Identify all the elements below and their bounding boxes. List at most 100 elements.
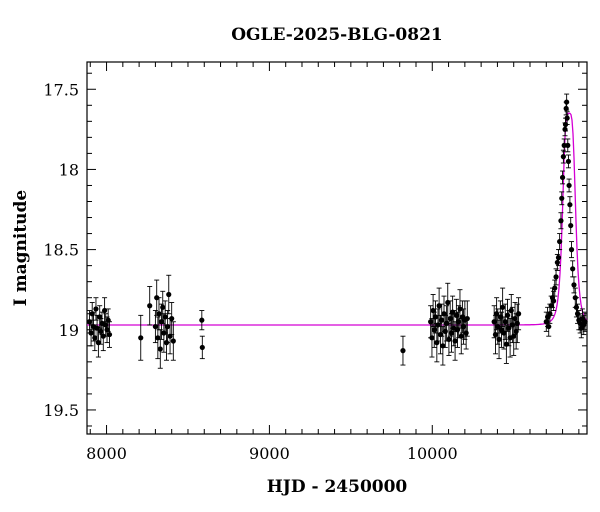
data-point — [497, 314, 503, 320]
data-point — [463, 330, 469, 336]
points-layer — [86, 99, 588, 354]
data-point — [147, 303, 153, 309]
data-point — [502, 319, 508, 325]
data-point — [570, 266, 576, 272]
data-point — [492, 331, 499, 338]
data-point — [464, 315, 470, 322]
data-point — [559, 195, 565, 201]
y-tick-label: 17.5 — [43, 80, 79, 99]
data-point — [199, 317, 205, 323]
data-point — [165, 323, 171, 330]
data-point — [95, 340, 102, 346]
data-point — [162, 314, 168, 320]
data-point — [564, 115, 570, 121]
data-point — [430, 307, 436, 314]
data-point — [564, 99, 570, 105]
data-point — [548, 303, 554, 309]
data-point — [434, 340, 440, 346]
data-point — [562, 126, 568, 132]
data-point — [562, 121, 569, 128]
data-point — [437, 331, 444, 338]
axis-ticks — [87, 62, 587, 434]
data-point — [555, 255, 562, 261]
data-point — [582, 319, 588, 325]
data-point — [501, 330, 507, 336]
data-point — [551, 298, 557, 304]
data-point — [552, 285, 558, 291]
data-point — [154, 295, 160, 301]
data-point — [558, 218, 564, 224]
data-point — [568, 222, 574, 229]
data-point — [457, 306, 463, 312]
data-point — [453, 312, 459, 318]
chart-title: OGLE-2025-BLG-0821 — [231, 25, 443, 45]
data-point — [155, 335, 161, 341]
data-point — [152, 323, 159, 330]
data-point — [445, 299, 451, 306]
data-point — [106, 331, 113, 338]
data-point — [156, 311, 162, 317]
x-tick-label: 9000 — [249, 444, 290, 463]
data-point — [561, 142, 567, 148]
data-point — [435, 322, 441, 328]
data-point — [169, 315, 175, 322]
data-point — [439, 317, 445, 323]
data-point — [567, 202, 573, 208]
data-point — [103, 322, 109, 328]
data-point — [440, 343, 446, 349]
data-point — [157, 346, 163, 352]
data-point — [161, 330, 167, 336]
data-point — [101, 307, 108, 314]
y-axis-label: I magnitude — [11, 190, 31, 307]
y-tick-label: 18.5 — [43, 241, 79, 260]
data-point — [573, 304, 580, 310]
data-point — [565, 158, 572, 165]
y-tick-label: 19 — [59, 321, 79, 340]
data-point — [514, 320, 520, 326]
data-point — [495, 323, 501, 330]
data-point — [160, 304, 166, 310]
data-point — [450, 309, 456, 315]
data-point — [456, 319, 462, 325]
data-point — [496, 336, 502, 342]
data-point — [500, 304, 506, 310]
data-point — [446, 336, 452, 342]
data-point — [98, 328, 104, 334]
data-point — [138, 335, 144, 341]
data-point — [509, 322, 516, 328]
data-point — [88, 330, 94, 336]
x-tick-label: 8000 — [86, 444, 127, 463]
data-point — [441, 311, 447, 317]
data-point — [97, 314, 103, 320]
data-point — [432, 314, 439, 320]
data-point — [511, 333, 517, 339]
data-point — [452, 338, 458, 344]
data-point — [166, 291, 172, 298]
y-tick-label: 19.5 — [43, 401, 79, 420]
data-point — [512, 315, 518, 322]
data-point — [553, 274, 559, 280]
data-point — [543, 319, 549, 325]
data-point — [565, 142, 571, 148]
data-point — [566, 182, 572, 189]
data-point — [513, 328, 519, 334]
data-point — [444, 320, 450, 326]
data-point — [105, 317, 111, 323]
data-point — [574, 311, 581, 317]
data-point — [100, 333, 106, 339]
data-point — [428, 319, 434, 325]
data-point — [546, 323, 552, 330]
data-point — [494, 311, 500, 317]
data-point — [458, 333, 464, 339]
data-point — [572, 295, 578, 301]
data-point — [515, 311, 522, 317]
data-point — [559, 174, 566, 181]
data-point — [506, 325, 512, 331]
data-point — [554, 259, 560, 266]
x-tick-label: 10000 — [407, 444, 458, 463]
data-point — [429, 335, 435, 341]
data-point — [158, 319, 165, 325]
data-point — [563, 105, 569, 112]
data-point — [491, 319, 497, 325]
